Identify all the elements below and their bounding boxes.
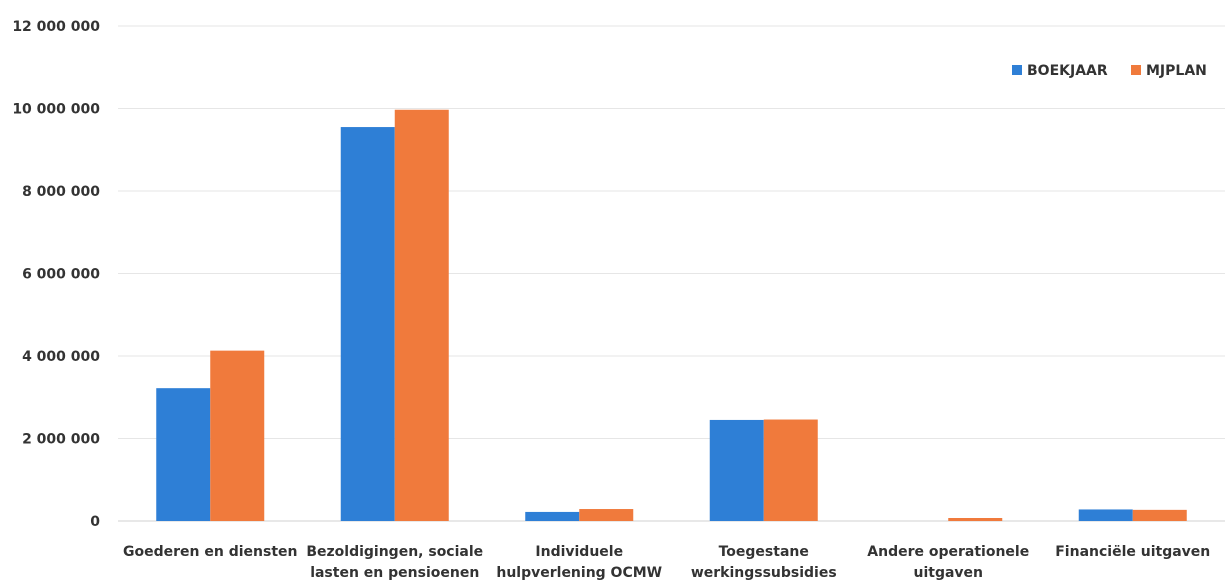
y-tick-label: 8 000 000 (22, 184, 100, 200)
y-tick-label: 6 000 000 (22, 267, 100, 283)
gridlines (118, 25, 1225, 522)
bar-mjplan-4 (948, 518, 1003, 521)
x-category-label: hulpverlening OCMW (496, 565, 662, 581)
legend: BOEKJAAR MJPLAN (1012, 63, 1207, 79)
x-category-label: Individuele (535, 544, 623, 560)
x-category-label: Financiële uitgaven (1055, 544, 1210, 560)
y-tick-label: 10 000 000 (12, 102, 100, 118)
legend-swatch-boekjaar (1012, 65, 1022, 75)
x-category-label: uitgaven (913, 565, 983, 581)
y-tick-label: 4 000 000 (22, 349, 100, 365)
bar-mjplan-1 (394, 109, 449, 522)
x-axis-category-labels: Goederen en diensten Bezoldigingen, socia… (123, 544, 1210, 581)
x-category-label: Goederen en diensten (123, 544, 297, 560)
legend-swatch-mjplan (1131, 65, 1141, 75)
y-tick-label: 0 (90, 514, 100, 530)
legend-label-boekjaar: BOEKJAAR (1027, 63, 1108, 79)
y-tick-label: 12 000 000 (12, 19, 100, 35)
legend-label-mjplan: MJPLAN (1146, 63, 1207, 79)
bar-mjplan-2 (579, 509, 634, 521)
x-category-label: Bezoldigingen, sociale (306, 544, 483, 560)
bar-boekjaar-2 (525, 511, 580, 521)
bar-mjplan-5 (1132, 509, 1187, 521)
x-category-label: Andere operationele (867, 544, 1029, 560)
bars (156, 109, 1187, 522)
bar-mjplan-3 (763, 419, 818, 521)
bar-boekjaar-0 (156, 388, 211, 521)
bar-boekjaar-5 (1078, 509, 1133, 521)
bar-mjplan-0 (210, 350, 265, 521)
y-tick-label: 2 000 000 (22, 432, 100, 448)
x-category-label: lasten en pensioenen (310, 565, 479, 581)
bar-boekjaar-3 (709, 419, 764, 521)
bar-boekjaar-1 (340, 127, 395, 521)
x-category-label: werkingssubsidies (691, 565, 837, 581)
y-axis-tick-labels: 0 2 000 000 4 000 000 6 000 000 8 000 000 10 … (12, 19, 100, 530)
x-category-label: Toegestane (719, 544, 809, 560)
